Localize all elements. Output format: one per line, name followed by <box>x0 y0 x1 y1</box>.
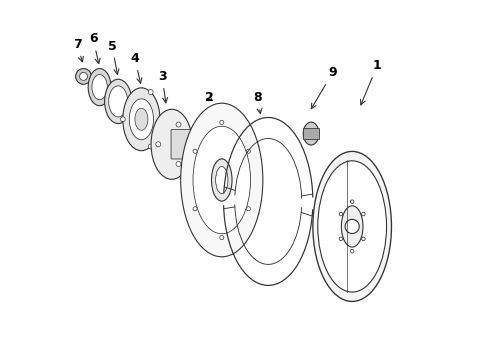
Circle shape <box>156 142 161 147</box>
Text: 8: 8 <box>253 91 262 113</box>
Ellipse shape <box>104 79 132 123</box>
Circle shape <box>148 144 153 149</box>
Ellipse shape <box>193 126 250 234</box>
Ellipse shape <box>109 86 128 117</box>
Ellipse shape <box>342 206 363 247</box>
Ellipse shape <box>123 88 160 151</box>
Circle shape <box>350 200 354 203</box>
Circle shape <box>339 212 343 216</box>
Circle shape <box>121 117 125 122</box>
Text: 5: 5 <box>108 40 119 74</box>
Circle shape <box>350 249 354 253</box>
Ellipse shape <box>313 152 392 301</box>
Circle shape <box>220 235 224 240</box>
Circle shape <box>362 237 365 240</box>
Circle shape <box>193 207 197 211</box>
Text: 1: 1 <box>361 59 382 105</box>
Text: 3: 3 <box>158 70 168 103</box>
Circle shape <box>246 149 250 153</box>
Ellipse shape <box>88 68 111 106</box>
Circle shape <box>148 90 153 94</box>
Text: 2: 2 <box>205 91 214 104</box>
Text: 9: 9 <box>311 66 337 109</box>
Bar <box>303 128 319 139</box>
Ellipse shape <box>135 108 148 130</box>
Circle shape <box>79 72 88 80</box>
Ellipse shape <box>216 167 228 193</box>
Text: 6: 6 <box>89 32 100 64</box>
Circle shape <box>362 212 365 216</box>
Ellipse shape <box>151 109 193 179</box>
Ellipse shape <box>318 161 387 292</box>
Circle shape <box>193 149 197 153</box>
Ellipse shape <box>181 103 263 257</box>
Ellipse shape <box>129 99 153 140</box>
Circle shape <box>75 68 92 84</box>
Circle shape <box>220 120 224 125</box>
Ellipse shape <box>303 122 319 145</box>
Text: 7: 7 <box>73 38 83 62</box>
Circle shape <box>176 162 181 166</box>
FancyBboxPatch shape <box>171 130 191 159</box>
Ellipse shape <box>92 75 107 100</box>
Ellipse shape <box>212 159 232 201</box>
Ellipse shape <box>188 137 193 151</box>
Circle shape <box>246 207 250 211</box>
Text: 4: 4 <box>131 52 142 83</box>
Circle shape <box>176 122 181 127</box>
Circle shape <box>345 219 359 234</box>
Circle shape <box>339 237 343 240</box>
